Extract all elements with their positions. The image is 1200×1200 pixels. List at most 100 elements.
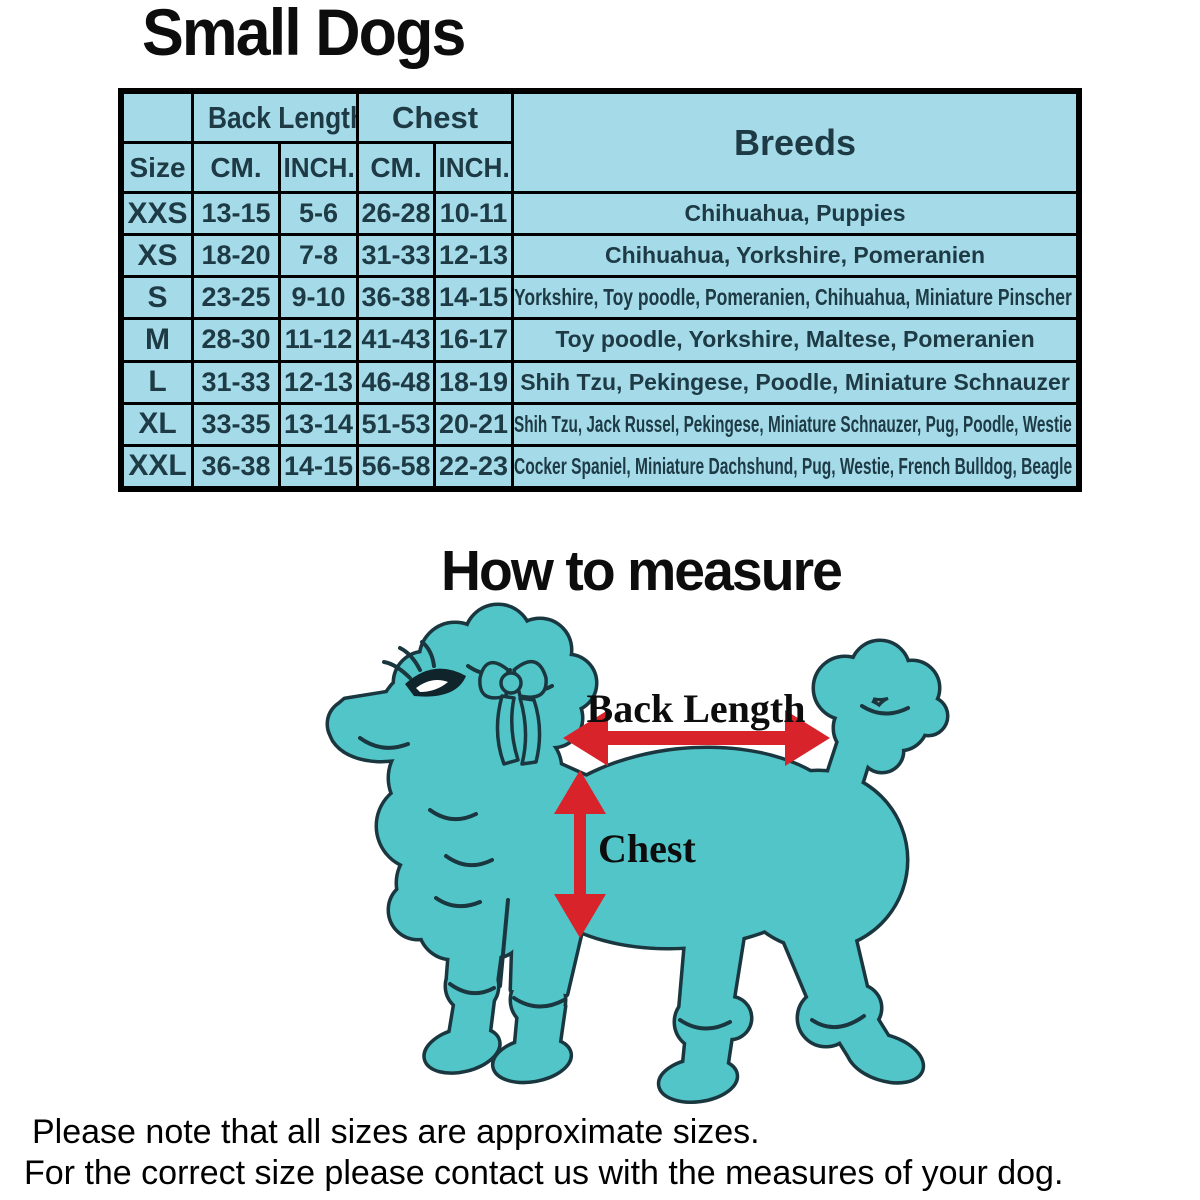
- cell-size: XL: [121, 401, 194, 447]
- cell-chest-cm: 36-38: [356, 275, 436, 321]
- cell-text: 41-43: [361, 324, 431, 355]
- cell-text: 5-6: [298, 198, 339, 229]
- cell-breeds: Chihuahua, Yorkshire, Pomeranien: [511, 233, 1079, 279]
- cell-text: S: [147, 280, 168, 314]
- size-table-grid: Back Length Chest Breeds Size CM. INCH. …: [121, 91, 1079, 490]
- table-row: XXS 13-15 5-6 26-28 10-11 Chihuahua, Pup…: [121, 190, 1079, 237]
- chest-label: Chest: [598, 826, 696, 871]
- cell-text: 33-35: [201, 408, 271, 439]
- cell-text: 11-12: [284, 324, 353, 355]
- cell-back-cm: 36-38: [191, 443, 281, 490]
- cell-text: 46-48: [361, 366, 431, 397]
- cell-back-inch: 13-14: [278, 401, 359, 447]
- cell-size: L: [121, 359, 194, 405]
- table-row: S 23-25 9-10 36-38 14-15 Yorkshire, Toy …: [121, 275, 1079, 321]
- cell-back-cm: 31-33: [191, 359, 281, 405]
- cell-text: Chihuahua, Yorkshire, Pomeranien: [604, 242, 986, 269]
- cell-text: 13-15: [201, 198, 271, 229]
- cell-back-inch: 7-8: [278, 233, 359, 279]
- cell-text: 18-19: [438, 366, 509, 397]
- table-row: L 31-33 12-13 46-48 18-19 Shih Tzu, Peki…: [121, 359, 1079, 405]
- measure-heading: How to measure: [441, 539, 843, 603]
- header-text: INCH.: [438, 151, 510, 183]
- chest-arrow: [554, 770, 606, 938]
- cell-text: 56-58: [361, 450, 431, 481]
- table-row: M 28-30 11-12 41-43 16-17 Toy poodle, Yo…: [121, 317, 1079, 363]
- header-text: Chest: [391, 99, 479, 135]
- cell-text: 13-14: [283, 408, 354, 439]
- cell-chest-inch: 14-15: [432, 275, 515, 321]
- header-text: CM.: [370, 151, 422, 183]
- cell-back-inch: 14-15: [278, 443, 359, 490]
- cell-text: 7-8: [298, 240, 339, 271]
- back-length-arrow: [563, 710, 830, 766]
- header-chest-inch: INCH.: [432, 141, 515, 194]
- cell-chest-inch: 10-11: [432, 190, 515, 237]
- cell-back-cm: 23-25: [191, 275, 281, 321]
- cell-breeds: Chihuahua, Puppies: [511, 190, 1079, 237]
- cell-text: XS: [137, 238, 178, 272]
- footer-line-1: Please note that all sizes are approxima…: [32, 1113, 760, 1151]
- cell-size: XXL: [121, 443, 194, 490]
- header-text: Breeds: [733, 121, 857, 163]
- table-row: XXL 36-38 14-15 56-58 22-23 Cocker Spani…: [121, 443, 1079, 490]
- cell-chest-inch: 16-17: [432, 317, 515, 363]
- header-chest-cm: CM.: [356, 141, 436, 194]
- cell-text: 28-30: [201, 324, 271, 355]
- header-back-inch: INCH.: [278, 141, 359, 194]
- cell-text: 18-20: [201, 240, 271, 271]
- cell-text: 23-25: [201, 282, 271, 313]
- cell-breeds: Cocker Spaniel, Miniature Dachshund, Pug…: [511, 443, 1079, 490]
- header-back-cm: CM.: [191, 141, 281, 194]
- cell-text: 31-33: [201, 366, 271, 397]
- header-breeds: Breeds: [511, 91, 1079, 194]
- cell-text: 12-13: [438, 240, 509, 271]
- cell-chest-cm: 41-43: [356, 317, 436, 363]
- cell-text: Chihuahua, Puppies: [684, 200, 906, 227]
- cell-text: Toy poodle, Yorkshire, Maltese, Pomerani…: [555, 326, 1035, 353]
- cell-breeds: Toy poodle, Yorkshire, Maltese, Pomerani…: [511, 317, 1079, 363]
- cell-text: 51-53: [361, 408, 431, 439]
- cell-text: XL: [138, 407, 177, 441]
- cell-chest-inch: 20-21: [432, 401, 515, 447]
- footer-note: Please note that all sizes are approxima…: [24, 1112, 1063, 1194]
- cell-back-inch: 5-6: [278, 190, 359, 237]
- header-back-length: Back Length: [191, 91, 359, 144]
- cell-text: Shih Tzu, Jack Russel, Pekingese, Miniat…: [514, 410, 1072, 437]
- header-text: INCH.: [283, 151, 355, 183]
- poodle-details: [358, 640, 910, 1031]
- header-text: Back Length: [208, 99, 358, 135]
- cell-text: XXL: [128, 449, 187, 483]
- cell-text: 10-11: [439, 198, 508, 229]
- cell-text: 36-38: [361, 282, 431, 313]
- cell-breeds: Yorkshire, Toy poodle, Pomeranien, Chihu…: [511, 275, 1079, 321]
- cell-size: M: [121, 317, 194, 363]
- cell-text: 14-15: [283, 450, 354, 481]
- header-text: CM.: [210, 151, 262, 183]
- cell-text: Shih Tzu, Pekingese, Poodle, Miniature S…: [520, 368, 1070, 395]
- cell-text: 20-21: [438, 408, 509, 439]
- cell-back-cm: 33-35: [191, 401, 281, 447]
- cell-chest-cm: 46-48: [356, 359, 436, 405]
- cell-back-cm: 18-20: [191, 233, 281, 279]
- cell-back-inch: 12-13: [278, 359, 359, 405]
- cell-chest-cm: 51-53: [356, 401, 436, 447]
- cell-chest-inch: 12-13: [432, 233, 515, 279]
- table-row: XL 33-35 13-14 51-53 20-21 Shih Tzu, Jac…: [121, 401, 1079, 447]
- cell-text: 26-28: [361, 198, 431, 229]
- cell-size: XXS: [121, 190, 194, 237]
- cell-text: 22-23: [438, 450, 509, 481]
- cell-breeds: Shih Tzu, Pekingese, Poodle, Miniature S…: [511, 359, 1079, 405]
- header-text: Size: [129, 151, 186, 183]
- cell-text: Yorkshire, Toy poodle, Pomeranien, Chihu…: [514, 284, 1072, 311]
- footer-line-2: For the correct size please contact us w…: [24, 1154, 1064, 1192]
- cell-text: 9-10: [291, 282, 346, 313]
- cell-text: 14-15: [438, 282, 509, 313]
- cell-text: 31-33: [361, 240, 431, 271]
- cell-chest-cm: 26-28: [356, 190, 436, 237]
- cell-back-inch: 9-10: [278, 275, 359, 321]
- cell-back-cm: 13-15: [191, 190, 281, 237]
- cell-text: M: [145, 322, 170, 356]
- header-size: Size: [121, 141, 194, 194]
